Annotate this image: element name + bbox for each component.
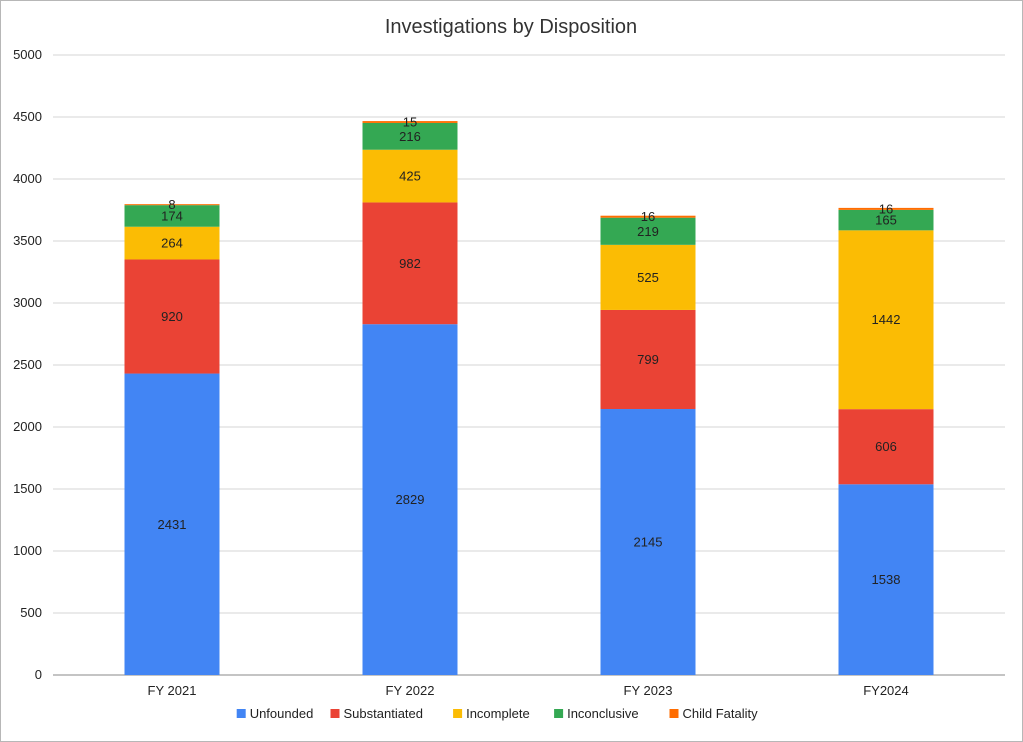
chart-title: Investigations by Disposition <box>385 16 637 38</box>
data-label-fy-2022-inconclusive: 216 <box>399 129 421 144</box>
bar-fy2024-incomplete <box>838 230 934 410</box>
y-tick-label: 4500 <box>13 109 42 124</box>
bar-fy2024-substantiated <box>838 409 934 485</box>
data-label-fy-2022-child-fatality: 15 <box>403 115 417 130</box>
bar-fy-2022-unfounded <box>362 324 458 675</box>
data-label-fy-2021-unfounded: 2431 <box>158 517 187 532</box>
data-label-fy-2023-child-fatality: 16 <box>641 209 655 224</box>
x-tick-label: FY 2022 <box>386 683 435 698</box>
y-tick-label: 500 <box>20 605 42 620</box>
legend-label-inconclusive: Inconclusive <box>567 706 639 721</box>
legend-label-incomplete: Incomplete <box>466 706 530 721</box>
data-label-fy2024-child-fatality: 16 <box>879 201 893 216</box>
data-label-fy-2023-inconclusive: 219 <box>637 224 659 239</box>
bar-fy-2023-incomplete <box>600 244 696 310</box>
bar-fy-2021-child-fatality <box>124 204 220 206</box>
data-label-fy-2021-substantiated: 920 <box>161 309 183 324</box>
bar-fy-2023-child-fatality <box>600 215 696 218</box>
x-tick-label: FY 2021 <box>148 683 197 698</box>
y-tick-label: 3000 <box>13 295 42 310</box>
legend-label-unfounded: Unfounded <box>250 706 314 721</box>
x-tick-label: FY2024 <box>863 683 909 698</box>
y-tick-label: 3500 <box>13 233 42 248</box>
y-tick-label: 4000 <box>13 171 42 186</box>
legend: Unfounded Substantiated Incomplete Inconclu… <box>236 706 759 721</box>
data-label-fy-2023-unfounded: 2145 <box>634 535 663 550</box>
bar-fy2024-child-fatality <box>838 207 934 210</box>
data-label-fy2024-unfounded: 1538 <box>872 572 901 587</box>
bar-fy-2021-substantiated <box>124 259 220 374</box>
bar-fy-2021-unfounded <box>124 373 220 675</box>
data-label-fy-2021-inconclusive: 174 <box>161 208 183 223</box>
data-label-fy-2021-incomplete: 264 <box>161 236 183 251</box>
data-label-fy-2022-substantiated: 982 <box>399 256 421 271</box>
x-axis: FY 2021 FY 2022 FY 2023 FY2024 <box>148 683 909 698</box>
data-label-fy2024-substantiated: 606 <box>875 439 897 454</box>
bar-fy-2022-child-fatality <box>362 121 458 123</box>
y-tick-label: 2000 <box>13 419 42 434</box>
data-label-fy2024-incomplete: 1442 <box>872 312 901 327</box>
bar-fy-2023-substantiated <box>600 309 696 410</box>
legend-swatch-child-fatality <box>669 709 679 718</box>
legend-swatch-inconclusive <box>554 709 564 718</box>
bar-fy-2021-incomplete <box>124 226 220 260</box>
bar-fy2024-unfounded <box>838 484 934 675</box>
y-tick-label: 2500 <box>13 357 42 372</box>
bar-fy-2023-unfounded <box>600 409 696 675</box>
data-label-fy-2022-unfounded: 2829 <box>396 492 425 507</box>
bar-fy-2023-inconclusive <box>600 217 696 245</box>
y-tick-label: 1000 <box>13 543 42 558</box>
data-label-fy-2023-substantiated: 799 <box>637 352 659 367</box>
x-tick-label: FY 2023 <box>624 683 673 698</box>
data-label-fy-2023-incomplete: 525 <box>637 270 659 285</box>
data-label-fy-2022-incomplete: 425 <box>399 169 421 184</box>
bar-fy2024-inconclusive <box>838 209 934 231</box>
bar-fy-2022-incomplete <box>362 149 458 203</box>
y-axis: 0 500 1000 1500 2000 2500 3000 3500 4000 4500 5000 <box>13 47 42 682</box>
y-tick-label: 1500 <box>13 481 42 496</box>
bar-fy-2022-inconclusive <box>362 122 458 150</box>
y-tick-label: 0 <box>35 667 42 682</box>
legend-swatch-substantiated <box>330 709 340 718</box>
legend-swatch-incomplete <box>453 709 463 718</box>
legend-label-substantiated: Substantiated <box>344 706 424 721</box>
data-label-fy2024-inconclusive: 165 <box>875 213 897 228</box>
legend-label-child-fatality: Child Fatality <box>683 706 759 721</box>
data-label-fy-2021-child-fatality: 8 <box>168 197 175 212</box>
legend-swatch-unfounded <box>236 709 246 718</box>
bars <box>124 121 934 675</box>
bar-fy-2022-substantiated <box>362 202 458 325</box>
bar-fy-2021-inconclusive <box>124 205 220 227</box>
y-tick-label: 5000 <box>13 47 42 62</box>
